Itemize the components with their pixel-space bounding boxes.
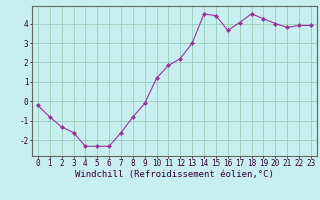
X-axis label: Windchill (Refroidissement éolien,°C): Windchill (Refroidissement éolien,°C) xyxy=(75,170,274,179)
